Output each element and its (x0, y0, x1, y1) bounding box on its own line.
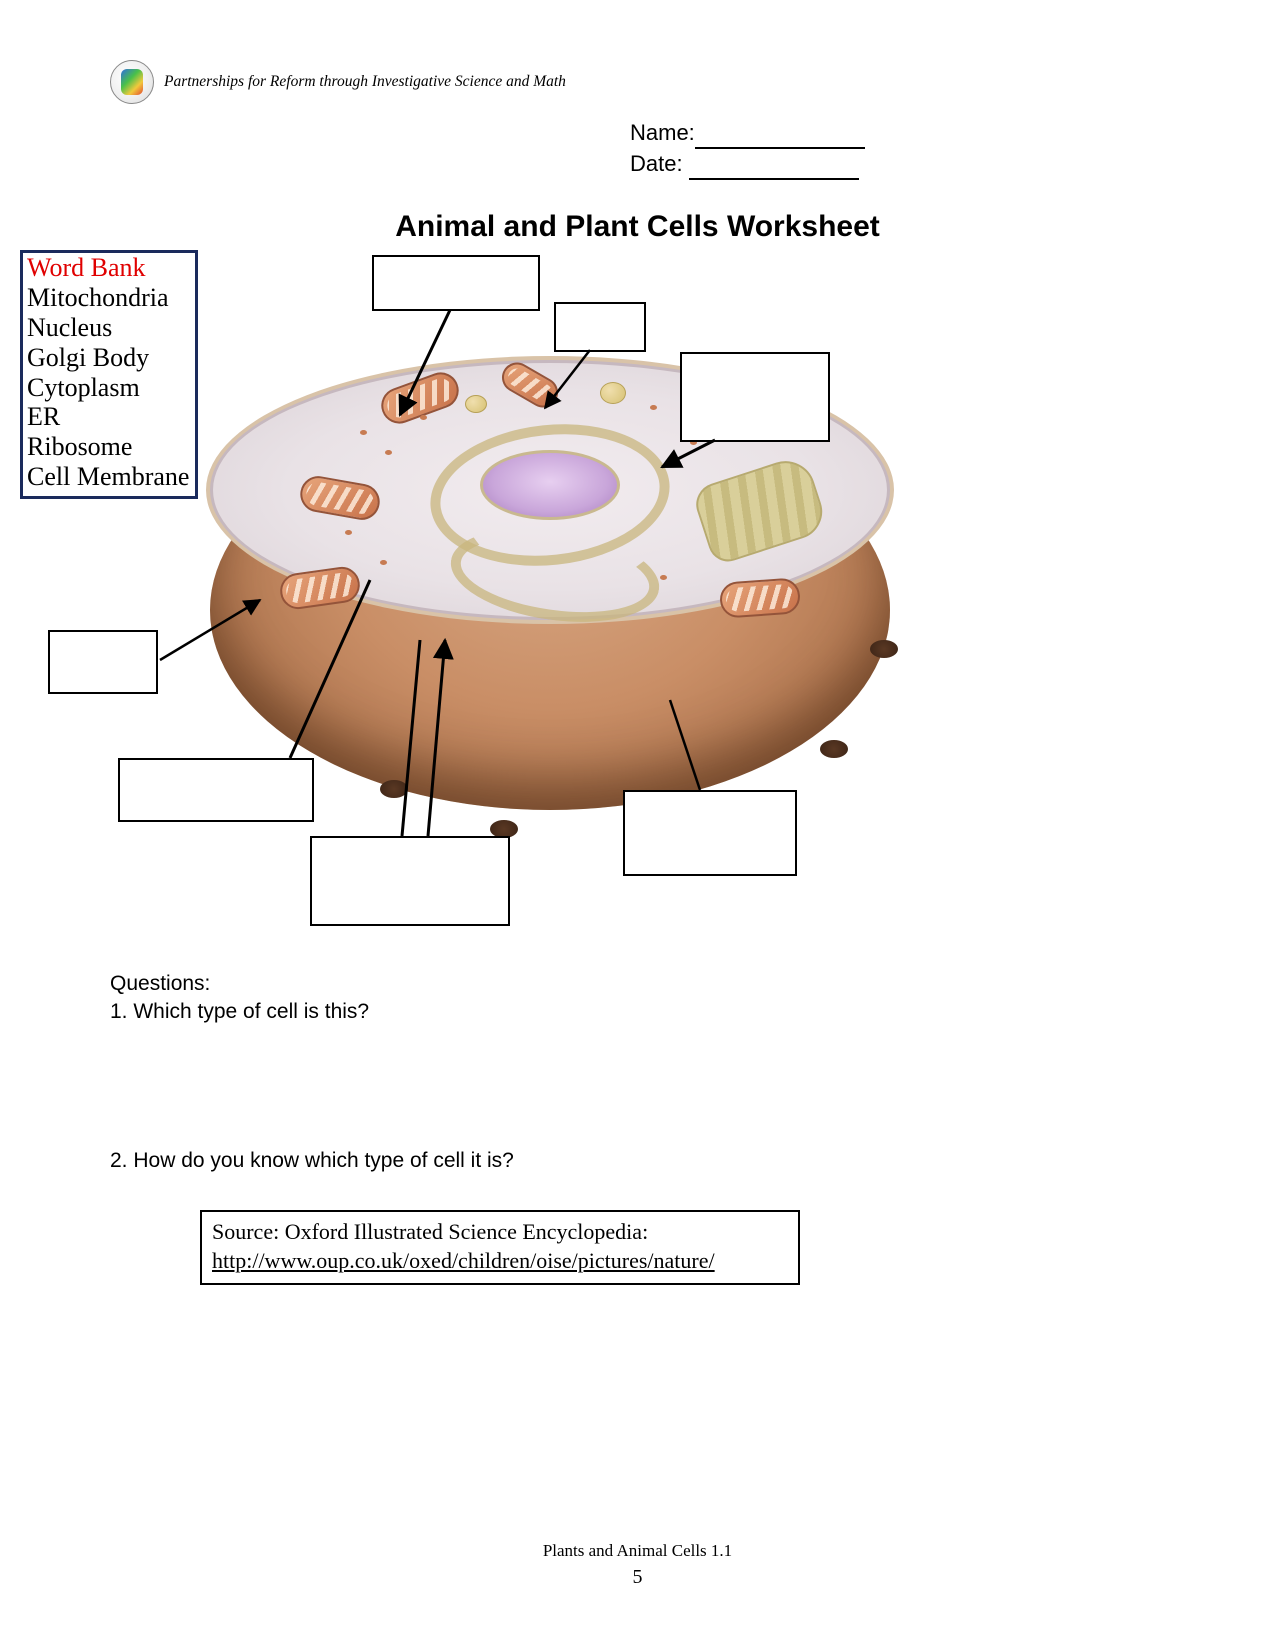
ribosome (660, 575, 667, 580)
label-box[interactable] (623, 790, 797, 876)
word-bank-item: Ribosome (27, 432, 189, 462)
footer-page-number: 5 (0, 1563, 1275, 1591)
date-blank[interactable] (689, 178, 859, 180)
ribosome (345, 530, 352, 535)
ribosome (380, 560, 387, 565)
question-1: 1. Which type of cell is this? (110, 998, 1010, 1026)
label-box[interactable] (372, 255, 540, 311)
prism-logo (110, 60, 154, 104)
word-bank-item: Mitochondria (27, 283, 189, 313)
word-bank-title: Word Bank (27, 253, 189, 283)
ribosome (385, 450, 392, 455)
source-box: Source: Oxford Illustrated Science Encyc… (200, 1210, 800, 1285)
mitochondrion (719, 577, 801, 618)
word-bank-item: Cytoplasm (27, 373, 189, 403)
nucleus (480, 450, 620, 520)
name-date-block: Name: Date: (630, 118, 920, 180)
membrane-pore (380, 780, 408, 798)
membrane-pore (870, 640, 898, 658)
vesicle (465, 395, 487, 413)
questions-block: Questions: 1. Which type of cell is this… (110, 970, 1010, 1175)
ribosome (650, 405, 657, 410)
ribosome (420, 415, 427, 420)
word-bank-item: Golgi Body (27, 343, 189, 373)
worksheet-title: Animal and Plant Cells Worksheet (0, 210, 1275, 244)
questions-heading: Questions: (110, 970, 1010, 998)
source-label: Source: Oxford Illustrated Science Encyc… (212, 1218, 788, 1247)
label-box[interactable] (554, 302, 646, 352)
word-bank-item: ER (27, 402, 189, 432)
label-box[interactable] (118, 758, 314, 822)
label-box[interactable] (680, 352, 830, 442)
word-bank-item: Nucleus (27, 313, 189, 343)
word-bank-item: Cell Membrane (27, 462, 189, 492)
source-url: http://www.oup.co.uk/oxed/children/oise/… (212, 1247, 788, 1276)
membrane-pore (820, 740, 848, 758)
header-tagline: Partnerships for Reform through Investig… (164, 73, 566, 91)
vesicle (600, 382, 626, 404)
label-box[interactable] (48, 630, 158, 694)
question-2: 2. How do you know which type of cell it… (110, 1147, 1010, 1175)
name-label: Name: (630, 120, 695, 145)
ribosome (360, 430, 367, 435)
page-header: Partnerships for Reform through Investig… (110, 60, 566, 104)
word-bank-box: Word Bank Mitochondria Nucleus Golgi Bod… (20, 250, 198, 499)
date-label: Date: (630, 151, 683, 176)
footer-doc-title: Plants and Animal Cells 1.1 (0, 1539, 1275, 1563)
label-box[interactable] (310, 836, 510, 926)
page-footer: Plants and Animal Cells 1.1 5 (0, 1539, 1275, 1591)
